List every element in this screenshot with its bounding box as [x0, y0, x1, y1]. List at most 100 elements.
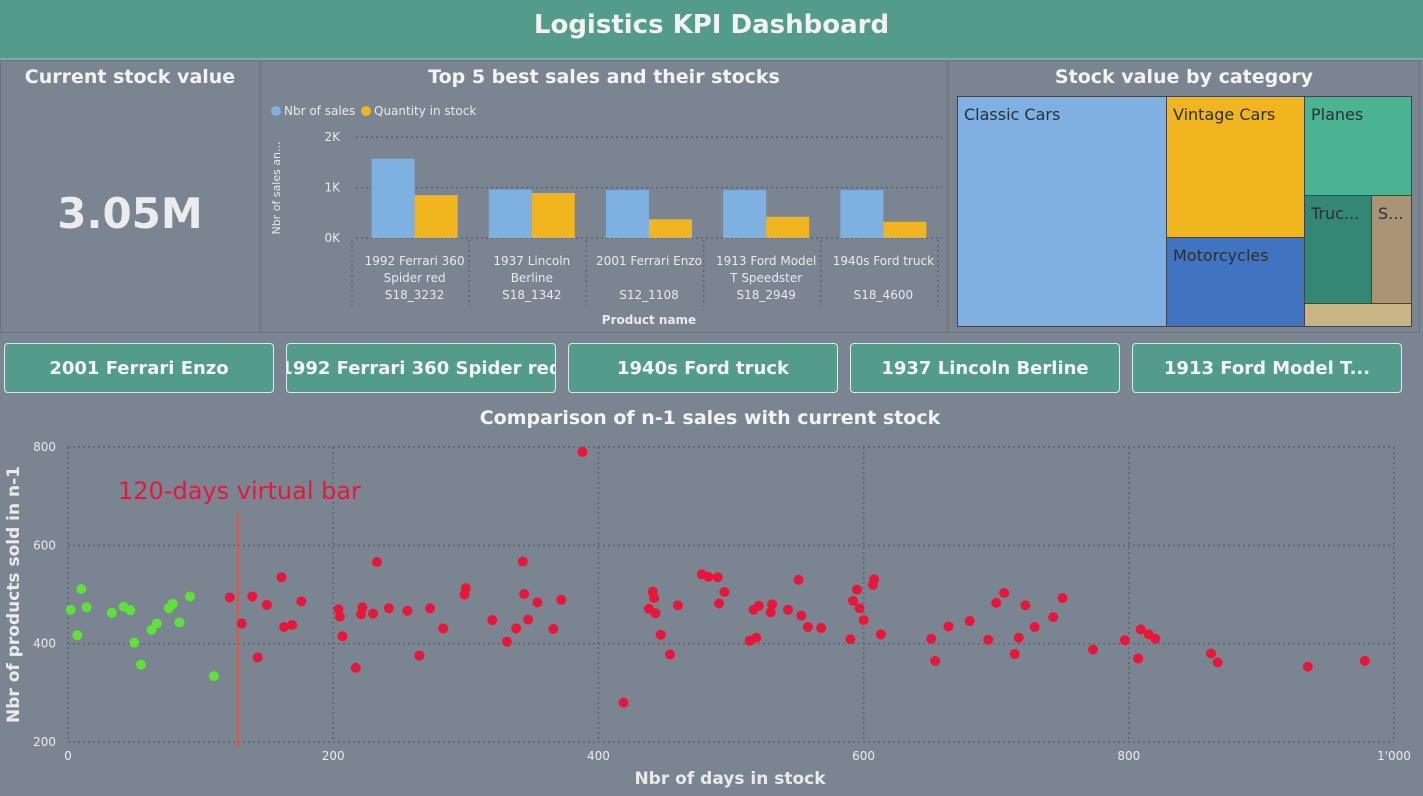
scatter-point-red[interactable]	[796, 610, 807, 621]
scatter-point-red[interactable]	[751, 632, 762, 643]
bar-stock[interactable]	[766, 216, 810, 238]
scatter-point-red[interactable]	[501, 636, 512, 647]
scatter-point-red[interactable]	[719, 587, 730, 598]
scatter-point-red[interactable]	[224, 592, 235, 603]
scatter-point-red[interactable]	[1029, 621, 1040, 632]
bar-stock[interactable]	[531, 193, 575, 238]
scatter-point-red[interactable]	[1302, 661, 1313, 672]
scatter-point-red[interactable]	[357, 602, 368, 613]
scatter-point-red[interactable]	[487, 615, 498, 626]
scatter-point-red[interactable]	[236, 618, 247, 629]
scatter-point-red[interactable]	[1150, 633, 1161, 644]
scatter-point-red[interactable]	[712, 572, 723, 583]
top5-chart-panel[interactable]: Top 5 best sales and their stocks Nbr of…	[261, 60, 947, 333]
top5-bar-chart[interactable]: 0K 1K 2K Nbr of sales an... 1992 Ferrari 360…	[262, 61, 946, 332]
slicer-button-ford-truck[interactable]: 1940s Ford truck	[568, 343, 838, 393]
scatter-point-red[interactable]	[1206, 648, 1217, 659]
scatter-point-red[interactable]	[854, 603, 865, 614]
scatter-point-red[interactable]	[337, 631, 348, 642]
scatter-point-green[interactable]	[151, 618, 162, 629]
scatter-point-red[interactable]	[296, 596, 307, 607]
bar-sales[interactable]	[606, 190, 649, 238]
scatter-point-red[interactable]	[851, 584, 862, 595]
scatter-point-red[interactable]	[703, 571, 714, 582]
scatter-point-red[interactable]	[1009, 648, 1020, 659]
scatter-point-red[interactable]	[1048, 612, 1059, 623]
scatter-point-red[interactable]	[802, 621, 813, 632]
scatter-point-red[interactable]	[672, 600, 683, 611]
scatter-point-red[interactable]	[964, 616, 975, 627]
scatter-point-red[interactable]	[991, 597, 1002, 608]
scatter-point-red[interactable]	[845, 634, 856, 645]
scatter-point-red[interactable]	[665, 649, 676, 660]
scatter-point-red[interactable]	[261, 599, 272, 610]
scatter-point-red[interactable]	[577, 446, 588, 457]
scatter-point-red[interactable]	[816, 622, 827, 633]
legend-item-sales[interactable]: Nbr of sales	[271, 104, 355, 118]
scatter-point-red[interactable]	[402, 605, 413, 616]
scatter-point-red[interactable]	[765, 607, 776, 618]
scatter-point-red[interactable]	[519, 589, 530, 600]
scatter-point-green[interactable]	[184, 591, 195, 602]
scatter-point-green[interactable]	[106, 607, 117, 618]
bar-stock[interactable]	[414, 195, 458, 238]
scatter-point-red[interactable]	[1133, 653, 1144, 664]
scatter-point-green[interactable]	[81, 602, 92, 613]
scatter-point-red[interactable]	[383, 603, 394, 614]
scatter-point-red[interactable]	[869, 574, 880, 585]
scatter-point-red[interactable]	[1119, 635, 1130, 646]
scatter-chart[interactable]: 200 400 600 800 0 200 400 600 800 1'000 Nbr of day…	[0, 401, 1420, 793]
scatter-point-red[interactable]	[438, 623, 449, 634]
scatter-point-green[interactable]	[65, 604, 76, 615]
treemap-cell-ships[interactable]: S...	[1371, 195, 1412, 304]
scatter-point-red[interactable]	[649, 592, 660, 603]
treemap-cell-vintage-cars[interactable]: Vintage Cars	[1166, 96, 1305, 238]
scatter-point-red[interactable]	[334, 611, 345, 622]
kpi-card[interactable]: Current stock value 3.05M	[0, 60, 260, 333]
scatter-point-red[interactable]	[1087, 644, 1098, 655]
scatter-point-red[interactable]	[371, 557, 382, 568]
scatter-point-green[interactable]	[135, 659, 146, 670]
scatter-point-green[interactable]	[174, 617, 185, 628]
bar-sales[interactable]	[371, 158, 415, 238]
scatter-point-red[interactable]	[252, 652, 263, 663]
scatter-point-red[interactable]	[847, 595, 858, 606]
scatter-point-red[interactable]	[1020, 600, 1031, 611]
scatter-point-red[interactable]	[943, 621, 954, 632]
scatter-point-red[interactable]	[460, 583, 471, 594]
scatter-point-red[interactable]	[618, 697, 629, 708]
scatter-point-red[interactable]	[532, 597, 543, 608]
scatter-point-red[interactable]	[548, 623, 559, 634]
scatter-point-green[interactable]	[167, 598, 178, 609]
scatter-point-red[interactable]	[767, 599, 778, 610]
scatter-point-red[interactable]	[287, 619, 298, 630]
scatter-point-red[interactable]	[523, 614, 534, 625]
treemap-cell-trains[interactable]	[1304, 303, 1412, 327]
scatter-point-red[interactable]	[511, 623, 522, 634]
scatter-point-red[interactable]	[858, 615, 869, 626]
scatter-point-red[interactable]	[276, 572, 287, 583]
scatter-point-red[interactable]	[753, 600, 764, 611]
scatter-point-green[interactable]	[208, 671, 219, 682]
scatter-point-red[interactable]	[655, 629, 666, 640]
treemap-cell-trucks[interactable]: Truc...	[1304, 195, 1372, 304]
scatter-point-red[interactable]	[930, 655, 941, 666]
scatter-point-red[interactable]	[1013, 632, 1024, 643]
scatter-point-red[interactable]	[999, 588, 1010, 599]
treemap-cell-motorcycles[interactable]: Motorcycles	[1166, 237, 1305, 327]
scatter-point-red[interactable]	[926, 633, 937, 644]
bar-sales[interactable]	[723, 190, 767, 238]
scatter-point-red[interactable]	[875, 629, 886, 640]
scatter-point-red[interactable]	[1057, 592, 1068, 603]
slicer-button-lincoln-berline[interactable]: 1937 Lincoln Berline	[850, 343, 1120, 393]
scatter-panel[interactable]: Comparison of n-1 sales with current sto…	[0, 401, 1420, 793]
bar-sales[interactable]	[488, 189, 532, 238]
scatter-point-red[interactable]	[783, 604, 794, 615]
legend-item-stock[interactable]: Quantity in stock	[361, 104, 476, 118]
bar-sales[interactable]	[840, 190, 884, 238]
scatter-point-red[interactable]	[367, 608, 378, 619]
bar-stock[interactable]	[883, 221, 927, 238]
scatter-point-red[interactable]	[1212, 657, 1223, 668]
scatter-point-red[interactable]	[350, 662, 361, 673]
scatter-point-red[interactable]	[1359, 655, 1370, 666]
